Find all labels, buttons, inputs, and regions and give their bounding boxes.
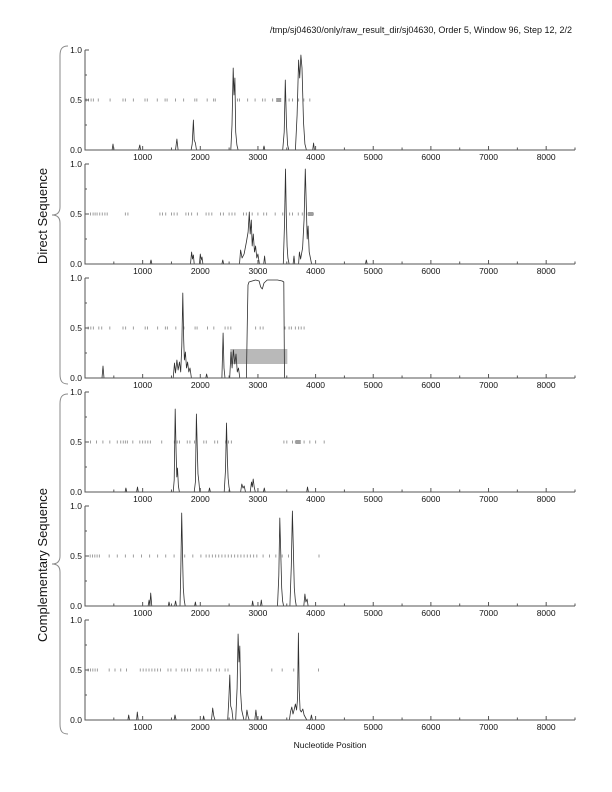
panel-axes bbox=[84, 277, 576, 379]
x-tick-label: 4000 bbox=[306, 494, 325, 504]
x-tick-label: 7000 bbox=[479, 722, 498, 732]
panel-axes bbox=[84, 391, 576, 493]
y-tick-label: 1.0 bbox=[70, 159, 82, 169]
panel-axes bbox=[84, 163, 576, 265]
match-marker-blob bbox=[295, 440, 301, 444]
complementary-sequence-brace bbox=[51, 393, 69, 735]
x-tick-label: 4000 bbox=[306, 722, 325, 732]
x-tick-label: 5000 bbox=[364, 494, 383, 504]
match-marker-blob bbox=[276, 98, 282, 102]
x-tick-label: 7000 bbox=[479, 380, 498, 390]
y-tick-label: 0.0 bbox=[70, 259, 82, 269]
panel-complementary-window-2: 1000 2000 3000 4000 5000 6000 7000 8000 0.0 0.5 1.… bbox=[70, 501, 576, 618]
y-tick-label: 0.5 bbox=[70, 323, 82, 333]
x-tick-label: 8000 bbox=[537, 722, 556, 732]
x-tick-label: 5000 bbox=[364, 380, 383, 390]
y-tick-label: 0.0 bbox=[70, 487, 82, 497]
x-tick-label: 7000 bbox=[479, 266, 498, 276]
x-tick-label: 2000 bbox=[191, 722, 210, 732]
panel-direct-window-1: 1000 2000 3000 4000 5000 6000 7000 8000 0.0 0.5 1.… bbox=[70, 45, 576, 162]
x-tick-label: 2000 bbox=[191, 608, 210, 618]
y-tick-label: 0.0 bbox=[70, 715, 82, 725]
match-markers bbox=[89, 554, 320, 558]
highlight-box bbox=[230, 349, 288, 364]
x-tick-label: 7000 bbox=[479, 152, 498, 162]
match-markers bbox=[87, 326, 305, 330]
match-markers bbox=[90, 440, 325, 444]
x-tick-label: 4000 bbox=[306, 152, 325, 162]
x-tick-label: 2000 bbox=[191, 152, 210, 162]
x-tick-label: 3000 bbox=[248, 608, 267, 618]
x-tick-label: 4000 bbox=[306, 266, 325, 276]
x-tick-label: 3000 bbox=[248, 266, 267, 276]
y-tick-label: 0.0 bbox=[70, 601, 82, 611]
x-tick-label: 2000 bbox=[191, 380, 210, 390]
x-tick-label: 3000 bbox=[248, 722, 267, 732]
series-line bbox=[85, 408, 575, 493]
x-tick-label: 3000 bbox=[248, 152, 267, 162]
x-tick-label: 6000 bbox=[421, 494, 440, 504]
y-tick-label: 0.5 bbox=[70, 95, 82, 105]
match-markers bbox=[87, 668, 319, 672]
match-marker-blob bbox=[308, 212, 314, 216]
direct-sequence-brace bbox=[51, 45, 69, 385]
x-tick-label: 8000 bbox=[537, 608, 556, 618]
y-tick-label: 1.0 bbox=[70, 273, 82, 283]
series-line bbox=[85, 168, 575, 265]
panel-direct-window-3: 1000 2000 3000 4000 5000 6000 7000 8000 0.0 0.5 1.… bbox=[70, 273, 576, 390]
x-tick-label: 5000 bbox=[364, 152, 383, 162]
x-tick-label: 8000 bbox=[537, 152, 556, 162]
x-tick-label: 6000 bbox=[421, 266, 440, 276]
panel-axes bbox=[84, 619, 576, 721]
x-tick-label: 7000 bbox=[479, 608, 498, 618]
x-tick-label: 4000 bbox=[306, 380, 325, 390]
x-tick-label: 8000 bbox=[537, 380, 556, 390]
y-tick-label: 1.0 bbox=[70, 387, 82, 397]
x-tick-label: 1000 bbox=[133, 494, 152, 504]
y-tick-label: 1.0 bbox=[70, 45, 82, 55]
x-tick-label: 5000 bbox=[364, 266, 383, 276]
x-tick-label: 7000 bbox=[479, 494, 498, 504]
y-tick-label: 0.0 bbox=[70, 373, 82, 383]
x-tick-label: 5000 bbox=[364, 608, 383, 618]
x-tick-label: 6000 bbox=[421, 380, 440, 390]
x-tick-label: 6000 bbox=[421, 152, 440, 162]
x-tick-label: 1000 bbox=[133, 266, 152, 276]
plot-title: /tmp/sj04630/only/raw_result_dir/sj04630… bbox=[269, 25, 572, 35]
x-tick-label: 6000 bbox=[421, 722, 440, 732]
x-tick-label: 5000 bbox=[364, 722, 383, 732]
panel-axes bbox=[84, 49, 576, 151]
series-line bbox=[85, 54, 575, 151]
y-tick-label: 1.0 bbox=[70, 615, 82, 625]
x-tick-label: 3000 bbox=[248, 380, 267, 390]
x-tick-label: 3000 bbox=[248, 494, 267, 504]
x-tick-label: 6000 bbox=[421, 608, 440, 618]
panel-direct-window-2: 1000 2000 3000 4000 5000 6000 7000 8000 0.0 0.5 1.… bbox=[70, 159, 576, 276]
x-tick-label: 1000 bbox=[133, 152, 152, 162]
panel-complementary-window-3: 1000 2000 3000 4000 5000 6000 7000 8000 0.0 0.5 1.… bbox=[70, 615, 576, 732]
x-tick-label: 2000 bbox=[191, 266, 210, 276]
series-line bbox=[85, 279, 575, 379]
series-line bbox=[85, 510, 575, 607]
x-tick-label: 1000 bbox=[133, 608, 152, 618]
x-tick-label: 1000 bbox=[133, 380, 152, 390]
y-tick-label: 0.5 bbox=[70, 665, 82, 675]
x-tick-label: 1000 bbox=[133, 722, 152, 732]
x-tick-label: 8000 bbox=[537, 494, 556, 504]
panel-axes bbox=[84, 505, 576, 607]
y-tick-label: 0.0 bbox=[70, 145, 82, 155]
x-tick-label: 4000 bbox=[306, 608, 325, 618]
x-axis-label: Nucleotide Position bbox=[293, 740, 367, 750]
panel-complementary-window-1: 1000 2000 3000 4000 5000 6000 7000 8000 0.0 0.5 1.… bbox=[70, 387, 576, 504]
y-tick-label: 0.5 bbox=[70, 209, 82, 219]
y-tick-label: 0.5 bbox=[70, 551, 82, 561]
y-tick-label: 1.0 bbox=[70, 501, 82, 511]
series-line bbox=[85, 632, 575, 721]
x-tick-label: 2000 bbox=[191, 494, 210, 504]
x-tick-label: 8000 bbox=[537, 266, 556, 276]
match-markers bbox=[90, 212, 314, 216]
y-tick-label: 0.5 bbox=[70, 437, 82, 447]
